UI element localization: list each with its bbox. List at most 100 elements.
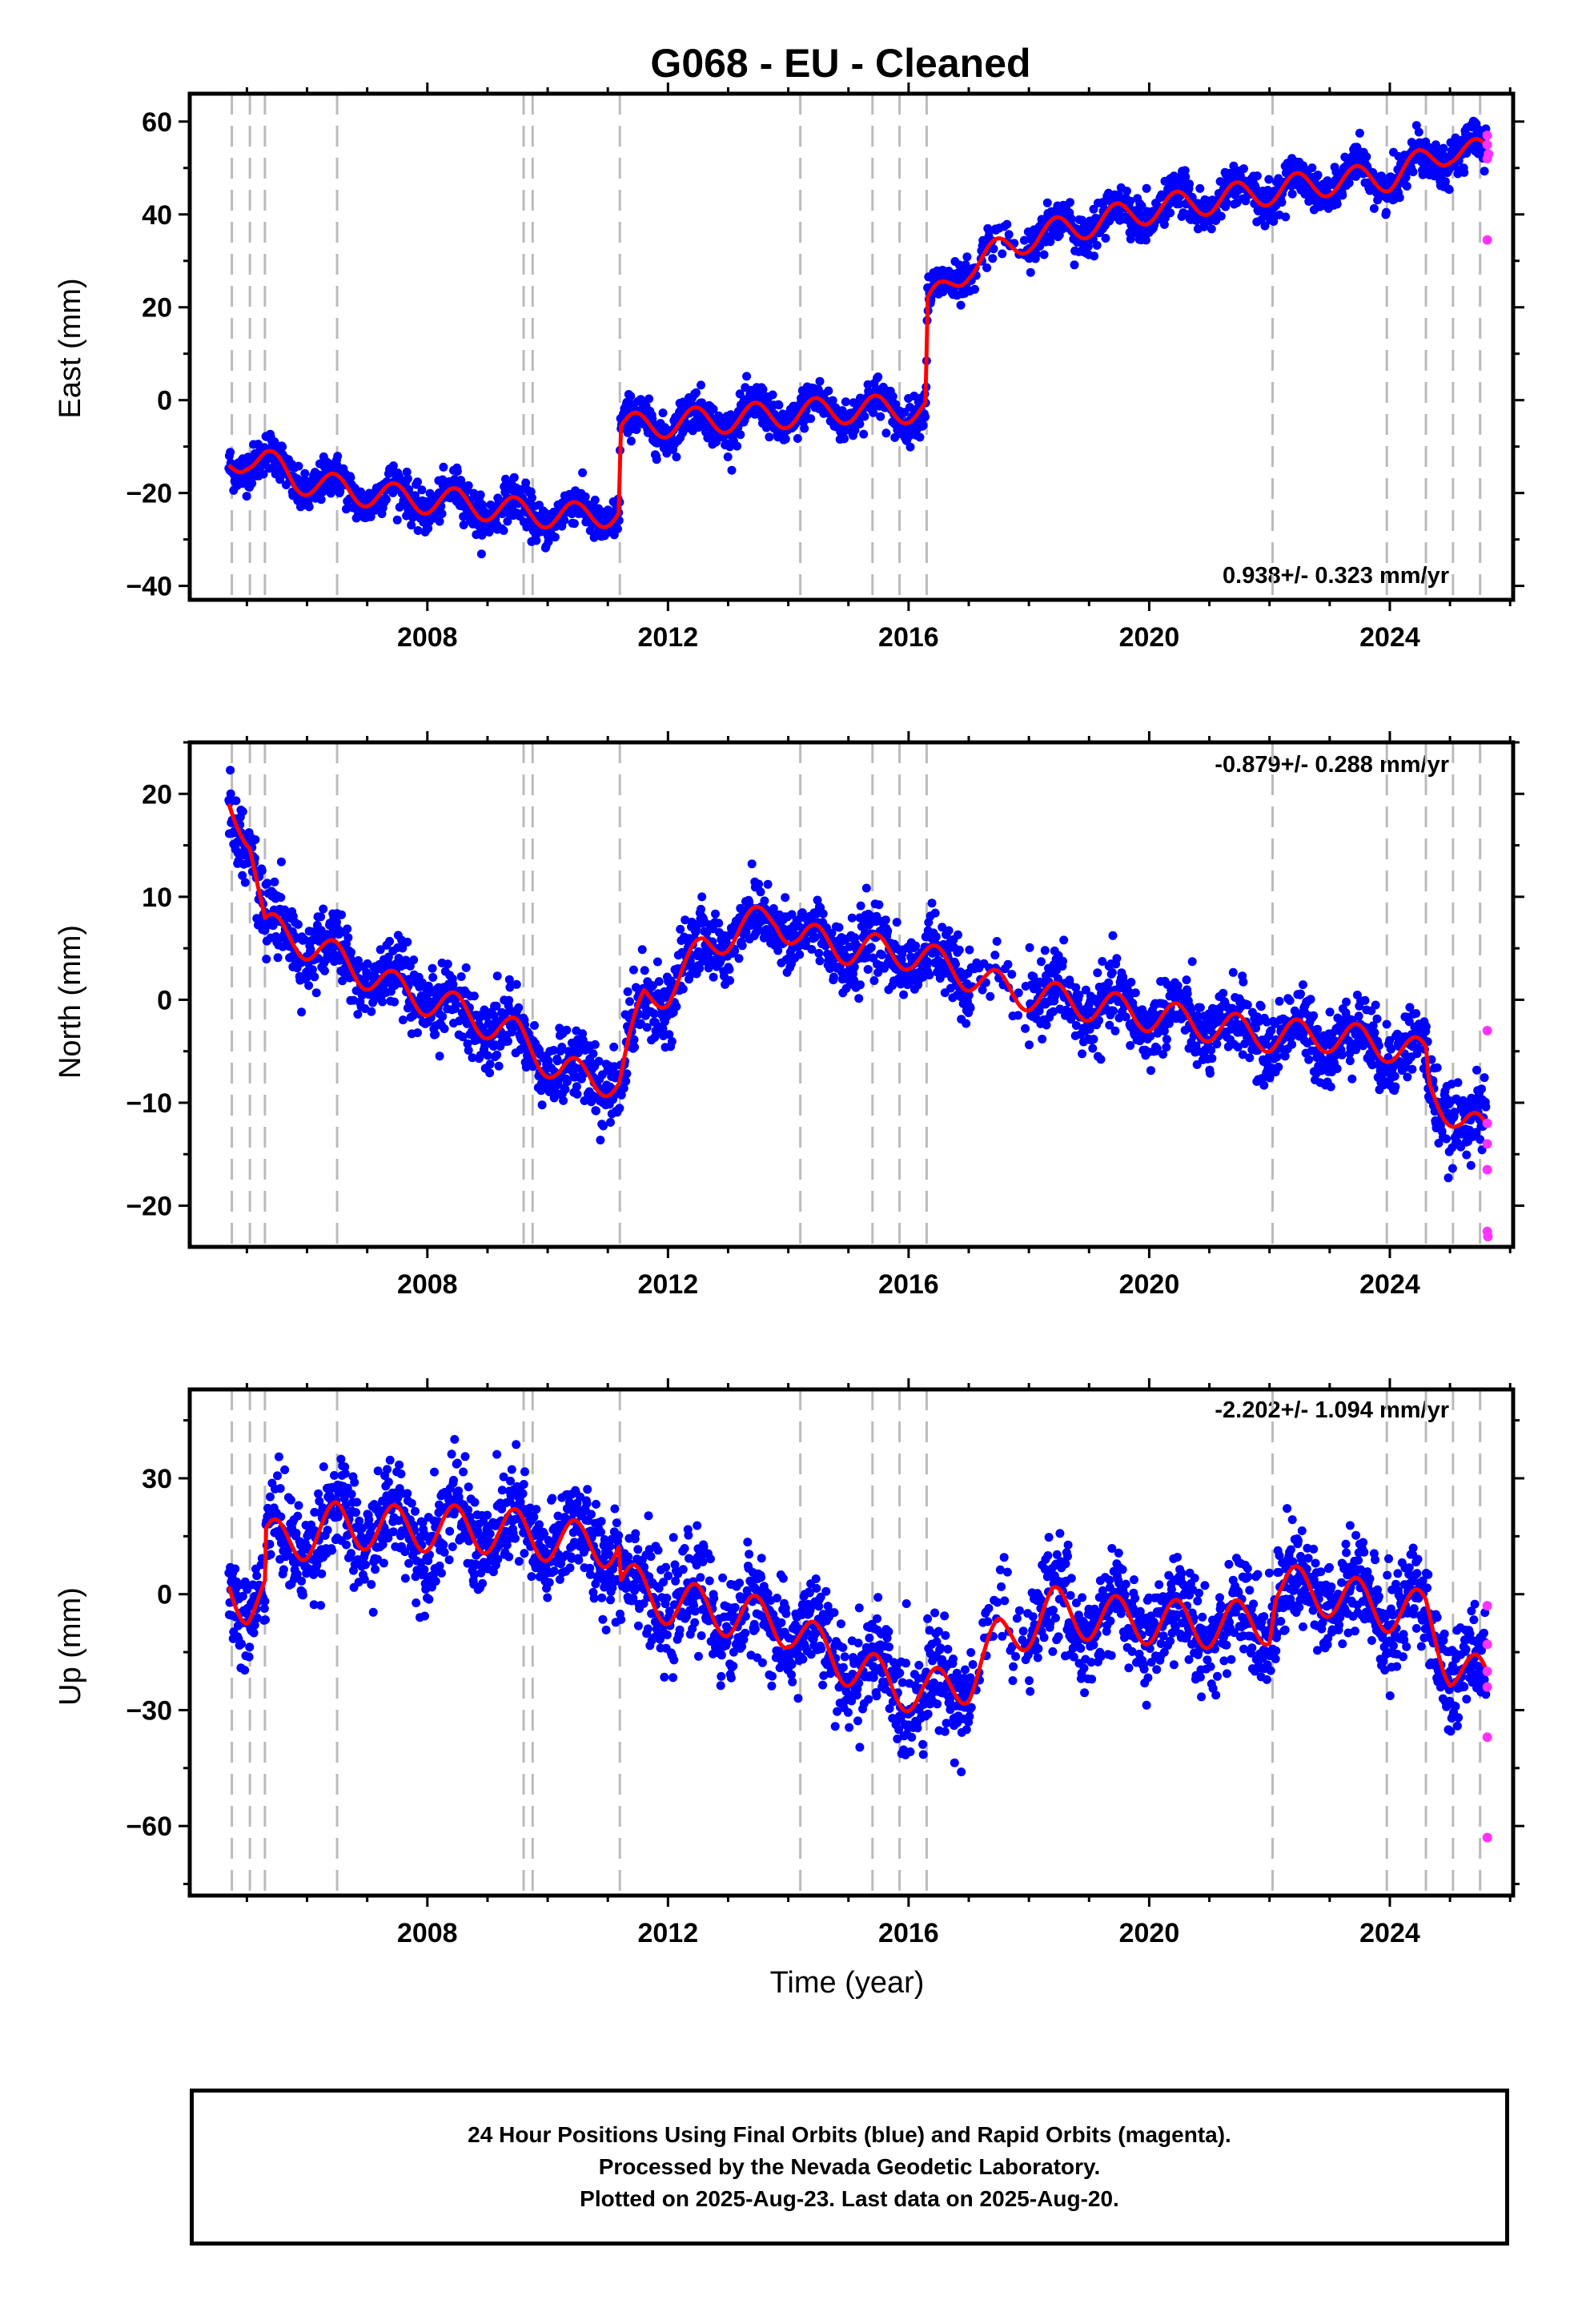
final-orbit-point [1159, 219, 1169, 229]
final-orbit-point [1021, 1023, 1030, 1033]
final-orbit-point [1025, 1040, 1034, 1050]
final-orbit-point [443, 959, 452, 969]
final-orbit-point [869, 976, 879, 985]
final-orbit-point [829, 972, 838, 982]
final-orbit-point [1137, 201, 1146, 211]
final-orbit-point [892, 918, 901, 927]
final-orbit-point [1345, 1056, 1355, 1066]
final-orbit-point [944, 926, 954, 935]
final-orbit-point [1195, 183, 1205, 193]
final-orbit-point [888, 392, 897, 401]
final-orbit-point [1096, 1055, 1106, 1064]
final-orbit-point [1372, 1014, 1382, 1023]
final-orbit-point [259, 469, 268, 479]
final-orbit-point [1088, 1043, 1098, 1053]
final-orbit-point [874, 900, 884, 910]
final-orbit-point [827, 928, 837, 938]
final-orbit-point [954, 930, 962, 939]
final-orbit-point [424, 524, 433, 533]
final-orbit-point [1162, 1035, 1171, 1044]
final-orbit-point [672, 452, 681, 462]
final-orbit-point [343, 924, 352, 934]
final-orbit-point [814, 948, 824, 958]
y-tick-label: 40 [142, 200, 172, 231]
y-tick-label: 0 [157, 386, 172, 416]
final-orbit-point [841, 397, 850, 407]
final-orbit-point [1107, 968, 1117, 977]
final-orbit-point [658, 408, 668, 418]
final-orbit-point [1382, 207, 1391, 217]
final-orbit-point [619, 1084, 628, 1093]
final-orbit-point [409, 955, 419, 965]
final-orbit-point [580, 492, 590, 501]
final-orbit-point [1390, 1072, 1399, 1081]
final-orbit-point [435, 1051, 444, 1061]
final-orbit-point [815, 376, 825, 386]
final-orbit-point [492, 971, 502, 981]
final-orbit-point [1162, 1043, 1171, 1052]
final-orbit-point [918, 420, 928, 430]
final-orbit-point [1342, 997, 1351, 1007]
final-orbit-point [504, 1036, 512, 1046]
final-orbit-point [1078, 1049, 1087, 1059]
final-orbit-point [464, 1046, 473, 1055]
final-orbit-point [592, 1106, 600, 1116]
final-orbit-point [658, 1024, 668, 1033]
final-orbit-point [594, 1056, 604, 1066]
plot-frame [187, 91, 1516, 602]
final-orbit-point [590, 495, 600, 505]
final-orbit-point [1395, 193, 1404, 203]
x-tick-label: 2012 [638, 622, 699, 653]
final-orbit-point [1304, 1055, 1314, 1064]
east-panel: East (mm) 0.938+/- 0.323 mm/yr 2008 2012 2… [54, 82, 1524, 653]
final-orbit-point [723, 452, 733, 461]
final-orbit-point [549, 1046, 559, 1055]
final-orbit-point [1382, 1019, 1391, 1029]
final-orbit-point [1259, 1080, 1269, 1090]
final-orbit-point [709, 404, 718, 414]
model-line [227, 137, 1488, 530]
y-axis-label: East (mm) [54, 278, 87, 418]
final-orbit-point [873, 372, 883, 382]
final-orbit-point [921, 412, 930, 422]
final-orbit-point [337, 910, 346, 919]
final-orbit-point [459, 521, 468, 529]
final-orbit-point [226, 789, 235, 798]
final-orbit-point [1108, 931, 1118, 940]
rate-label: -0.879+/- 0.288 mm/yr [1215, 752, 1449, 778]
final-orbit-point [863, 965, 873, 974]
final-orbit-point [304, 502, 314, 512]
final-orbit-point [1480, 167, 1489, 176]
final-orbit-point [431, 1030, 440, 1039]
final-orbit-point [1092, 240, 1102, 250]
final-orbit-point [1142, 183, 1151, 193]
final-orbit-point [297, 1007, 307, 1017]
final-orbit-point [626, 392, 636, 401]
final-orbit-point [616, 1090, 626, 1100]
final-orbit-point [800, 424, 809, 433]
final-orbit-point [737, 941, 747, 951]
final-orbit-point [654, 977, 664, 987]
final-orbit-point [544, 1056, 553, 1066]
final-orbit-point [754, 879, 764, 889]
final-orbit-point [1309, 1011, 1319, 1020]
final-orbit-point [1355, 128, 1364, 138]
final-orbit-point [1181, 172, 1191, 182]
final-orbit-point [560, 516, 569, 525]
final-orbit-point [407, 521, 416, 530]
final-orbit-point [930, 908, 940, 918]
final-orbit-point [413, 1028, 422, 1038]
final-orbit-point [483, 1051, 492, 1060]
final-orbit-point [346, 472, 355, 482]
final-orbit-point [1287, 189, 1297, 199]
final-orbit-point [1207, 224, 1216, 234]
final-orbit-point [1026, 267, 1035, 277]
final-orbit-point [354, 956, 363, 965]
final-orbit-point [1260, 221, 1270, 231]
final-orbit-point [915, 432, 925, 442]
final-orbit-point [1296, 989, 1305, 999]
final-orbit-point [628, 965, 638, 975]
final-orbit-point [499, 526, 508, 535]
final-orbit-point [681, 915, 690, 925]
final-orbit-point [1274, 1062, 1283, 1072]
